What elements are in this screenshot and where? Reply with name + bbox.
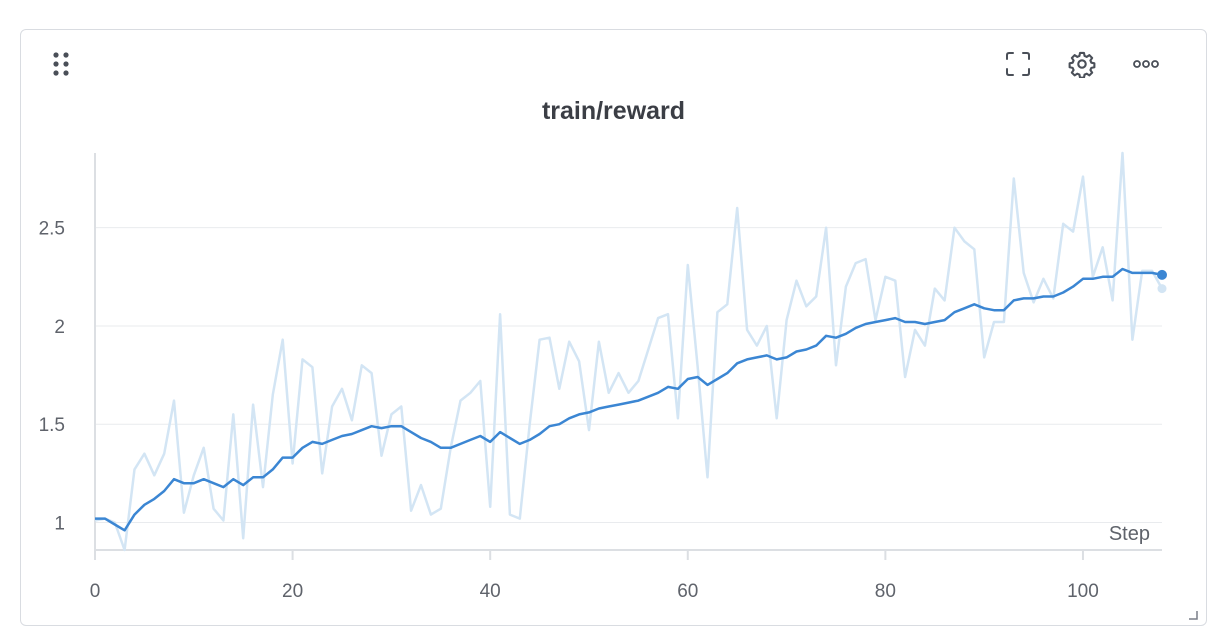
- more-options-button[interactable]: [1114, 47, 1178, 81]
- series-line-raw: [94, 151, 1164, 552]
- drag-handle-icon[interactable]: [51, 51, 73, 77]
- x-tick-label: 40: [480, 581, 501, 602]
- y-tick-label: 1: [54, 513, 65, 534]
- x-axis-label: Step: [1109, 523, 1150, 545]
- series-end-marker-raw: [1157, 284, 1167, 294]
- x-tick-label: 60: [677, 581, 698, 602]
- fullscreen-button[interactable]: [986, 47, 1050, 81]
- y-tick-label: 1.5: [39, 415, 65, 436]
- series-line-smoothed: [95, 267, 1163, 532]
- panel-toolbar: [986, 47, 1178, 81]
- chart-panel: train/reward: [20, 29, 1207, 626]
- y-tick-label: 2.5: [39, 219, 65, 240]
- more-options-icon: [1133, 60, 1159, 68]
- gear-icon: [1068, 51, 1096, 78]
- y-tick-label: 2: [54, 317, 65, 338]
- series-end-marker-smoothed: [1157, 269, 1167, 280]
- chart-title: train/reward: [541, 97, 686, 125]
- x-tick-label: 0: [90, 581, 101, 602]
- fullscreen-icon: [1006, 52, 1030, 76]
- x-tick-label: 20: [282, 581, 303, 602]
- x-tick-label: 80: [875, 581, 896, 602]
- resize-handle-icon[interactable]: [1188, 607, 1198, 620]
- settings-button[interactable]: [1050, 47, 1114, 81]
- x-tick-label: 100: [1067, 581, 1099, 602]
